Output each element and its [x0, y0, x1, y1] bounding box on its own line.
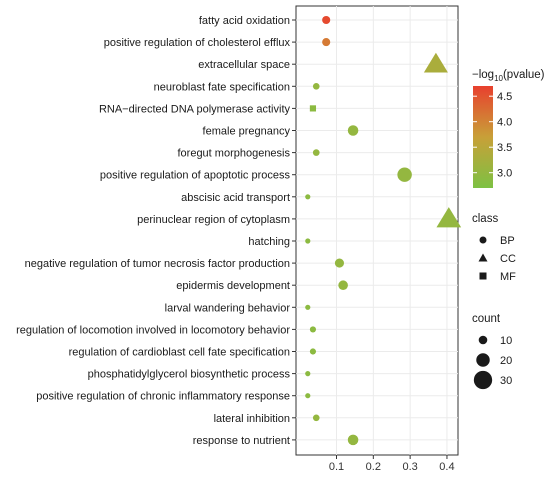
colorbar-tick-label: 4.0	[497, 117, 512, 129]
count-legend-label: 10	[500, 335, 512, 347]
data-point-triangle	[436, 207, 462, 228]
data-point-circle	[312, 82, 320, 90]
legend-triangle	[478, 253, 488, 262]
count-legend: count 10 20 30	[472, 313, 512, 390]
data-point-circle	[309, 326, 317, 333]
legend-size-circle	[478, 335, 488, 345]
colorbar-tick-label: 4.5	[497, 91, 512, 103]
data-point-circle	[305, 393, 311, 399]
category-label: RNA−directed DNA polymerase activity	[99, 103, 291, 115]
category-label: hatching	[248, 236, 290, 248]
x-tick-label: 0.1	[329, 461, 344, 473]
category-label: abscisic acid transport	[181, 192, 290, 204]
category-label: female pregnancy	[203, 126, 291, 138]
class-legend-label: BP	[500, 235, 515, 247]
category-label: neuroblast fate specification	[154, 81, 290, 93]
data-point-circle	[338, 280, 348, 290]
legend-size-circle	[476, 353, 490, 367]
category-label: perinuclear region of cytoplasm	[137, 214, 290, 226]
data-point-circle	[312, 149, 320, 156]
color-legend: −log10(pvalue) 4.5 4.0 3.5 3.0	[472, 69, 545, 188]
legend-size-circle	[473, 370, 493, 390]
x-tick-label: 0.3	[402, 461, 417, 473]
category-label: fatty acid oxidation	[199, 15, 290, 27]
data-point-circle	[322, 38, 331, 47]
colorbar-ticks: 4.5 4.0 3.5 3.0	[473, 91, 512, 180]
x-tick-label: 0.2	[366, 461, 381, 473]
colorbar-tick-label: 3.0	[497, 168, 512, 180]
category-label: lateral inhibition	[214, 413, 290, 425]
category-label: regulation of cardioblast cell fate spec…	[69, 347, 290, 359]
data-point-circle	[322, 15, 331, 25]
data-points	[305, 15, 462, 446]
x-tick-label: 0.4	[439, 461, 454, 473]
count-legend-title: count	[472, 313, 501, 325]
data-point-circle	[347, 125, 359, 136]
data-point-triangle	[423, 52, 448, 73]
data-point-circle	[347, 434, 359, 446]
category-label: regulation of locomotion involved in loc…	[16, 324, 290, 336]
color-legend-title: −log10(pvalue)	[472, 69, 545, 83]
grid-lines	[296, 6, 458, 455]
data-point-circle	[305, 371, 311, 377]
data-point-square	[309, 105, 317, 112]
category-label: epidermis development	[176, 280, 290, 292]
class-legend-label: MF	[500, 271, 516, 283]
plot-panel	[295, 5, 459, 456]
data-point-circle	[334, 258, 344, 268]
colorbar-tick-label: 3.5	[497, 142, 512, 154]
category-label: extracellular space	[198, 59, 290, 71]
category-label: negative regulation of tumor necrosis fa…	[25, 258, 290, 270]
data-point-circle	[397, 167, 412, 182]
data-point-circle	[305, 304, 311, 310]
category-label: positive regulation of chronic inflammat…	[36, 391, 290, 403]
data-point-circle	[305, 238, 311, 244]
category-label: positive regulation of apoptotic process	[100, 170, 291, 182]
count-legend-label: 30	[500, 375, 512, 387]
x-axis: 0.1 0.2 0.3 0.4	[329, 455, 455, 473]
category-label: positive regulation of cholesterol efflu…	[104, 37, 291, 49]
category-label: larval wandering behavior	[165, 302, 291, 314]
class-legend: class BP CC MF	[472, 213, 516, 283]
class-legend-title: class	[472, 213, 498, 225]
category-labels: fatty acid oxidation positive regulation …	[16, 15, 296, 447]
legend-square	[479, 272, 487, 280]
colorbar	[473, 86, 493, 188]
data-point-circle	[309, 348, 317, 355]
class-legend-label: CC	[500, 253, 516, 265]
category-label: response to nutrient	[193, 435, 290, 447]
category-label: foregut morphogenesis	[177, 148, 290, 160]
data-point-circle	[312, 414, 320, 422]
data-point-circle	[305, 194, 311, 200]
count-legend-label: 20	[500, 355, 512, 367]
legend-circle	[479, 236, 487, 244]
category-label: phosphatidylglycerol biosynthetic proces…	[88, 369, 291, 381]
